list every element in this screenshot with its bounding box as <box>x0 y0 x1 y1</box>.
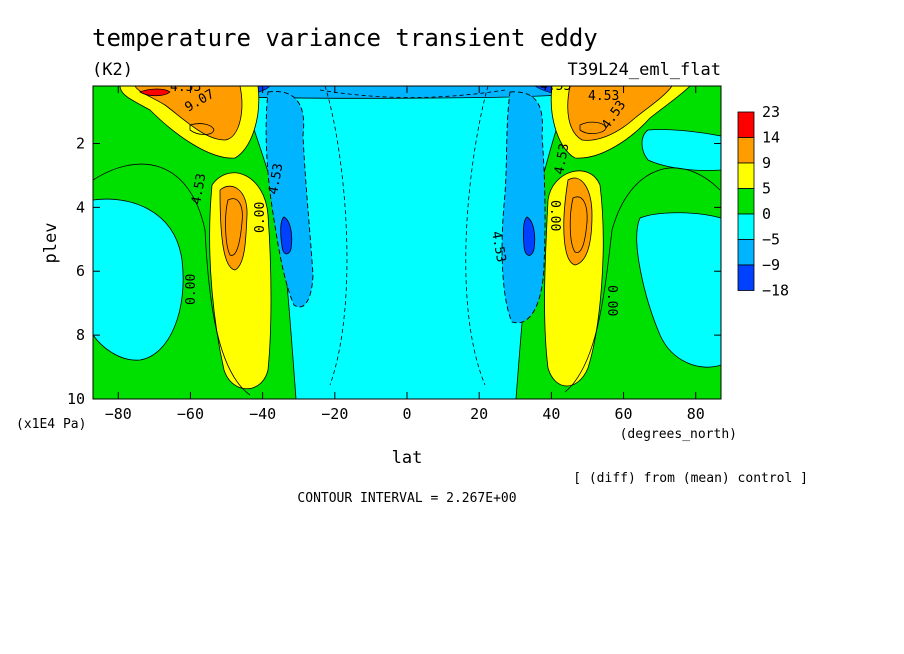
diff-note: [ (diff) from (mean) control ] <box>573 471 808 486</box>
colorbar-label: 9 <box>762 154 771 172</box>
contour-label: 4.53 <box>170 80 201 95</box>
colorbar-label: −9 <box>762 256 780 274</box>
orange-upper-right <box>567 86 673 141</box>
contour-label: 0.00 <box>253 202 268 233</box>
blue-tongue-right-dark <box>523 216 536 256</box>
run-label: T39L24_eml_flat <box>567 60 721 80</box>
y-units-label: (x1E4 Pa) <box>16 417 86 432</box>
contour-lines <box>93 86 721 396</box>
blue-tongue-left <box>265 91 314 308</box>
contour-line <box>189 123 215 135</box>
x-tick-label: 60 <box>615 405 633 423</box>
y-tick-label: 4 <box>76 198 85 216</box>
x-tick-label: 20 <box>470 405 488 423</box>
colorbar-swatch <box>737 213 755 240</box>
orange-upper-left <box>134 86 243 141</box>
contour-line <box>465 86 489 386</box>
colorbar-label: 23 <box>762 103 780 121</box>
contour-label: 0.00 <box>547 200 562 231</box>
x-tick-label: −60 <box>177 405 204 423</box>
contour-label: 4.53 <box>540 79 571 94</box>
x-tick-label: 40 <box>542 405 560 423</box>
colorbar-swatch <box>737 264 755 291</box>
y-tick-label: 2 <box>76 134 85 152</box>
colorbar-label: 0 <box>762 205 771 223</box>
contour-line <box>569 196 588 253</box>
contour-line <box>225 198 243 256</box>
colorbar-label: −5 <box>762 231 780 249</box>
y-tick-label: 8 <box>76 326 85 344</box>
contour-label: 4.53 <box>588 89 619 104</box>
colorbar-swatch <box>737 137 755 164</box>
contour-line <box>319 89 506 98</box>
contour-line <box>93 163 251 396</box>
x-tick-label: 0 <box>402 405 411 423</box>
orange-lower-right <box>563 177 593 266</box>
plot-area: 9.07 4.53 4.53 0.00 0.00 4.53 4.53 4.53 … <box>67 79 722 423</box>
x-tick-label: −80 <box>105 405 132 423</box>
cyan-polar-right-lower <box>636 212 721 368</box>
colorbar-swatch <box>737 162 755 189</box>
contour-interval-label: CONTOUR INTERVAL = 2.267E+00 <box>297 491 516 506</box>
chart-title: temperature variance transient eddy <box>92 24 598 52</box>
contour-label: 4.53 <box>189 172 209 205</box>
colorbar-label: −18 <box>762 282 789 300</box>
blue-tongue-left-dark <box>280 216 293 255</box>
colorbar: 23 14 9 5 0 −5 −9 −18 <box>737 103 789 300</box>
x-tick-label: −20 <box>321 405 348 423</box>
colorbar-label: 14 <box>762 129 780 147</box>
x-axis: −80 −60 −40 −20 0 20 40 60 80 <box>105 86 705 423</box>
contour-field: 9.07 4.53 4.53 0.00 0.00 4.53 4.53 4.53 … <box>93 79 721 399</box>
x-tick-label: 80 <box>687 405 705 423</box>
contour-label: 4.53 <box>266 162 286 195</box>
cyan-polar-right <box>641 129 721 171</box>
contour-line <box>324 86 348 386</box>
contour-label: 0.00 <box>184 274 199 305</box>
blue-tongue-right <box>501 91 546 324</box>
contour-label: 4.53 <box>552 142 572 175</box>
y-tick-label: 10 <box>67 390 85 408</box>
x-tick-label: −40 <box>249 405 276 423</box>
colorbar-swatch <box>737 188 755 215</box>
y-tick-label: 6 <box>76 262 85 280</box>
x-units-label: (degrees_north) <box>620 427 737 442</box>
colorbar-swatch <box>737 111 755 138</box>
colorbar-label: 5 <box>762 180 771 198</box>
x-axis-title: lat <box>392 448 423 468</box>
y-axis: 2 4 6 8 10 <box>67 134 721 408</box>
contour-label: 4.53 <box>488 230 508 263</box>
contour-line <box>579 121 607 134</box>
contour-label: 0.00 <box>604 285 619 316</box>
units-label: (K2) <box>92 60 133 80</box>
y-axis-title: plev <box>41 223 61 264</box>
cyan-polar-left <box>93 198 184 361</box>
colorbar-swatch <box>737 239 755 266</box>
red-upper-left <box>139 88 171 97</box>
contour-line <box>564 167 721 393</box>
